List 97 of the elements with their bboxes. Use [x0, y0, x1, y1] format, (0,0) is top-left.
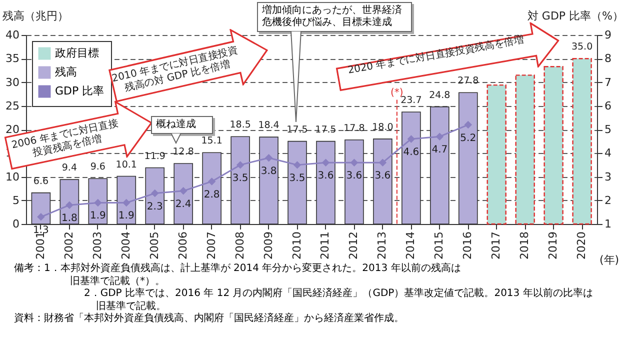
data-label: 3.5 — [232, 172, 248, 184]
x-tick-label: 2010 — [290, 232, 304, 260]
y-tick-label: 30 — [6, 76, 20, 89]
x-tick-label: 2004 — [119, 232, 132, 260]
data-label: 2.4 — [175, 198, 192, 210]
annotation: 2010 年までに対日直接投資残高の対 GDP 比を倍増 — [110, 44, 240, 96]
ref-line-label: (*) — [390, 88, 404, 99]
data-label: 6.6 — [33, 176, 49, 187]
data-label: 1.9 — [90, 210, 106, 222]
point — [293, 161, 302, 169]
y2-tick-label: 6 — [604, 99, 612, 112]
point — [407, 135, 416, 143]
x-tick-label: 2005 — [148, 232, 161, 260]
legend-label: 政府目標 — [55, 46, 99, 60]
data-label: 10.1 — [116, 159, 137, 170]
y2-tick-label: 8 — [604, 52, 612, 66]
point — [378, 158, 387, 166]
text: 増加傾向にあったが、世界経済危機後伸び悩み、目標未達成 — [257, 2, 412, 32]
x-tick-label: 2002 — [62, 232, 76, 260]
y-tick-label: 35 — [6, 52, 20, 66]
text: 備考：1．本邦対外資産負債残高は、計上基準が 2014 年分から変更された。2013 年以前の残高は旧基準で記載（*）。 — [14, 263, 462, 288]
point — [122, 198, 130, 207]
x-tick-label: 2009 — [262, 232, 275, 260]
point — [264, 154, 273, 162]
data-label: 1.8 — [61, 213, 78, 224]
text: 資料：財務省「本邦対外資産負債残高、内閣府「国民経済経産」から経済産業省作成。 — [14, 313, 405, 326]
point — [37, 213, 45, 221]
point — [322, 158, 330, 166]
x-tick-label: 2015 — [432, 232, 446, 260]
x-tick-label: 2020 — [575, 232, 588, 260]
y2-tick-label: 4 — [604, 146, 612, 160]
x-tick-label: 2011 — [318, 232, 332, 260]
point — [179, 187, 188, 195]
data-label: 17.5 — [286, 124, 308, 136]
y2-tick-label: 2 — [604, 194, 612, 207]
x-tick-label: 2019 — [546, 232, 560, 260]
y2-axis-title: 対 GDP 比率（%） — [527, 10, 623, 22]
data-label: 2.3 — [146, 201, 163, 212]
bar — [486, 84, 506, 225]
y-tick-label: 20 — [6, 123, 20, 136]
data-label: 5.2 — [460, 132, 476, 144]
point — [66, 201, 74, 209]
x-tick-label: 2016 — [461, 232, 474, 260]
y2-tick-label: 9 — [604, 28, 612, 42]
point — [208, 178, 216, 186]
data-label: 35.0 — [571, 42, 593, 53]
point — [236, 161, 244, 169]
legend-label: 残高 — [55, 66, 77, 78]
y2-tick-label: 3 — [604, 170, 612, 184]
y-tick-label: 10 — [6, 170, 20, 184]
point — [350, 158, 358, 166]
x-axis-title: (年) — [600, 254, 620, 266]
y2-tick-label: 7 — [604, 76, 612, 89]
point — [436, 132, 444, 140]
data-label: 3.6 — [318, 170, 334, 182]
x-tick-label: 2006 — [176, 232, 190, 260]
x-tick-label: 2008 — [233, 232, 246, 260]
data-label: 4.6 — [403, 146, 420, 158]
bar — [572, 58, 592, 225]
y-tick-label: 40 — [6, 28, 20, 42]
bar — [515, 74, 535, 225]
bar — [544, 66, 564, 225]
data-label: 3.8 — [260, 166, 277, 177]
annotation: 概ね達成 — [151, 116, 213, 134]
data-label: 23.7 — [400, 95, 422, 106]
data-label: 3.6 — [346, 170, 362, 182]
y-tick-label: 25 — [6, 99, 20, 112]
x-tick-label: 2018 — [518, 232, 532, 260]
text: 2．GDP 比率では、2016 年 12 月の内閣府「国民経済経産」（GDP）基準改定値で記載。2013 年以前の比率は旧基準で記載。 — [84, 288, 594, 312]
x-tick-label: 2007 — [204, 232, 218, 260]
x-tick-label: 2014 — [404, 232, 418, 260]
point — [94, 198, 102, 207]
data-label: 3.5 — [289, 172, 306, 184]
data-label: 11.9 — [144, 150, 166, 162]
data-label: 9.6 — [90, 162, 106, 173]
x-tick-label: 2013 — [376, 232, 389, 260]
y-tick-label: 5 — [12, 194, 20, 207]
point — [464, 120, 472, 129]
y2-tick-label: 5 — [604, 123, 612, 136]
data-label: 9.4 — [62, 162, 77, 174]
y-tick-label: 0 — [12, 218, 20, 230]
point — [150, 189, 159, 198]
data-label: 18.4 — [258, 120, 280, 132]
data-label: 18.5 — [230, 120, 251, 131]
legend-label: GDP 比率 — [55, 84, 104, 98]
y2-tick-label: 1 — [604, 218, 612, 230]
data-label: 1.9 — [118, 210, 134, 222]
x-tick-label: 2017 — [490, 232, 503, 260]
x-tick-label: 2012 — [347, 232, 360, 260]
data-label: 4.7 — [432, 144, 448, 156]
data-label: 24.8 — [429, 90, 450, 101]
x-tick-label: 2003 — [90, 232, 104, 260]
annotation: 2020 年までに対日直接投資残高を倍増 — [346, 34, 526, 76]
data-label: 3.6 — [374, 170, 391, 182]
data-label: 15.1 — [201, 136, 222, 147]
y-axis-title: 残高（兆円） — [2, 10, 68, 22]
data-label: 2.8 — [204, 189, 220, 200]
